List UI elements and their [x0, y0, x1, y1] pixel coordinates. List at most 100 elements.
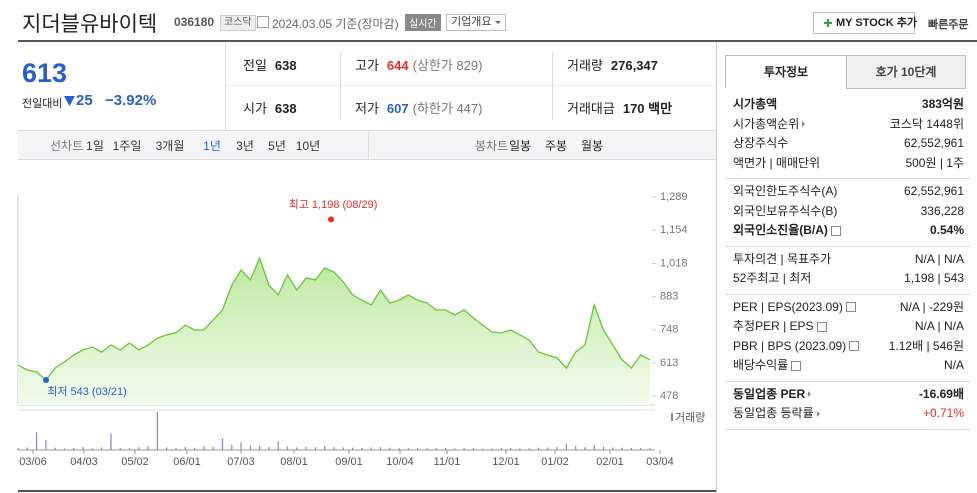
- info-label: 외국인보유주식수(B): [733, 203, 838, 218]
- info-value: 336,228: [920, 203, 964, 218]
- volume-bar: [417, 447, 419, 450]
- x-tick-label: 12/01: [492, 456, 520, 468]
- date: 2024.03.05 기준(장마감): [272, 17, 399, 31]
- period-tab[interactable]: 1년: [203, 139, 221, 153]
- info-label-wrap: PBR | BPS (2023.09): [733, 337, 860, 357]
- volume-bar: [333, 446, 335, 450]
- quote-extra: (상한가 829): [412, 58, 483, 73]
- link-arrow: [802, 121, 808, 128]
- volume-bar: [351, 447, 354, 450]
- info-row: 외국인한도주식수(A) 62,552,961: [725, 182, 970, 202]
- volume-label: 거래량: [675, 411, 705, 424]
- volume-bar: [491, 448, 493, 450]
- candle-tab[interactable]: 일봉: [508, 139, 532, 153]
- volume-bar: [296, 447, 298, 450]
- quote-cell: 시가 638: [243, 98, 297, 117]
- candle-tab[interactable]: 주봉: [544, 139, 568, 153]
- period-tab[interactable]: 1주일: [112, 139, 142, 153]
- info-value: 62,552,961: [903, 184, 964, 198]
- divider: [225, 42, 226, 130]
- realtime-badge[interactable]: 실시간: [405, 14, 441, 31]
- volume-bar: [537, 447, 540, 450]
- period-tab[interactable]: 3년: [236, 139, 254, 153]
- company-info-text: 기업개요: [451, 16, 492, 28]
- x-tick-label: 02/01: [596, 456, 624, 468]
- info-label-wrap: 동일업종 등락률: [733, 404, 823, 424]
- info-row: 외국인보유주식수(B) 336,228: [725, 202, 970, 222]
- x-tick-label: 04/03: [70, 456, 98, 468]
- help-icon: [830, 225, 841, 236]
- info-label: 동일업종 등락률: [733, 406, 814, 420]
- period-tab[interactable]: 3개월: [155, 139, 185, 153]
- volume-bar: [509, 448, 512, 450]
- info-tab-active[interactable]: 투자정보: [725, 55, 847, 88]
- volume-bar: [640, 447, 642, 450]
- info-label-wrap: 외국인한도주식수(A): [733, 182, 837, 202]
- x-tick-label: 09/01: [335, 456, 363, 468]
- info-tab[interactable]: 호가 10단계: [846, 55, 966, 89]
- info-label: 동일업종 PER: [733, 386, 806, 401]
- info-label-wrap: 외국인소진율(B/A): [733, 221, 841, 241]
- x-tick-label: 11/01: [434, 456, 461, 468]
- change-label: 전일대비: [22, 98, 63, 110]
- down-icon: [64, 96, 75, 106]
- info-label: 액면가 | 매매단위: [733, 155, 821, 170]
- period-tab[interactable]: 10년: [295, 139, 321, 153]
- y-tick-label: 748: [660, 324, 678, 336]
- quote-cell: 고가 644 (상한가 829): [355, 55, 482, 74]
- quote-value: 638: [274, 101, 297, 116]
- info-label: 상장주식수: [733, 136, 789, 150]
- info-group: PER | EPS(2023.09) N/A | -229원 추정PER | EPS…: [725, 295, 970, 382]
- volume-bar: [26, 447, 28, 450]
- divider: [340, 52, 341, 120]
- quote-label: 전일: [243, 58, 267, 73]
- candle-tab[interactable]: 월봉: [580, 139, 604, 153]
- info-value: -16.69배: [918, 386, 964, 401]
- volume-bar: [463, 448, 465, 450]
- info-row: 시가총액 383억원: [725, 95, 970, 115]
- dropdown-icon: [495, 21, 502, 27]
- volume-bar: [221, 438, 224, 450]
- info-group: 투자의견 | 목표주가 N/A | N/A 52주최고 | 최저 1,198 | 54…: [725, 247, 970, 295]
- quick-order[interactable]: 빠른주문: [928, 19, 969, 31]
- info-value: 1,198 | 543: [904, 271, 964, 285]
- plus-icon: [824, 19, 832, 27]
- info-label-wrap: 시가총액순위: [733, 115, 808, 135]
- divider: [716, 42, 717, 493]
- info-value: 코스닥 1448위: [889, 116, 964, 131]
- volume-bar: [314, 447, 317, 450]
- annotation-point: [43, 377, 49, 384]
- quote-value: 276,347: [610, 58, 658, 73]
- y-tick-label: 883: [660, 291, 678, 303]
- company-info-button[interactable]: 기업개요: [446, 14, 507, 31]
- volume-bar: [212, 446, 214, 450]
- info-label-wrap: 외국인보유주식수(B): [733, 202, 837, 222]
- help-icon: [849, 341, 860, 352]
- my-stock-text: MY STOCK 추가: [836, 17, 917, 29]
- period-tab[interactable]: 1일: [86, 139, 104, 153]
- info-row: 동일업종 등락률 +0.71%: [725, 404, 970, 424]
- info-value: 500원 | 1주: [905, 155, 964, 170]
- volume-bar: [203, 446, 205, 450]
- info-label: 52주최고 | 최저: [733, 271, 812, 285]
- volume-bar: [193, 447, 196, 450]
- x-tick-label: 01/02: [541, 456, 569, 468]
- my-stock-button[interactable]: MY STOCK 추가: [813, 12, 917, 34]
- volume-bar: [342, 447, 344, 450]
- period-tab[interactable]: 5년: [268, 139, 286, 153]
- volume-bar: [147, 446, 149, 450]
- volume-bar: [110, 433, 112, 450]
- volume-bar: [63, 448, 66, 450]
- y-tick-label: 1,289: [660, 191, 688, 203]
- help-icon: [816, 321, 827, 332]
- info-label: 배당수익률: [733, 358, 789, 372]
- info-label-wrap: 52주최고 | 최저: [733, 269, 811, 289]
- current-price: 613: [22, 58, 68, 88]
- volume-bar: [277, 441, 279, 450]
- volume-bar: [35, 432, 38, 450]
- info-label: 투자의견 | 목표주가: [733, 251, 832, 266]
- quote-cell: 저가 607 (하한가 447): [355, 98, 482, 117]
- volume-bar: [556, 446, 558, 450]
- volume-bar: [444, 447, 447, 450]
- divider: [368, 131, 369, 159]
